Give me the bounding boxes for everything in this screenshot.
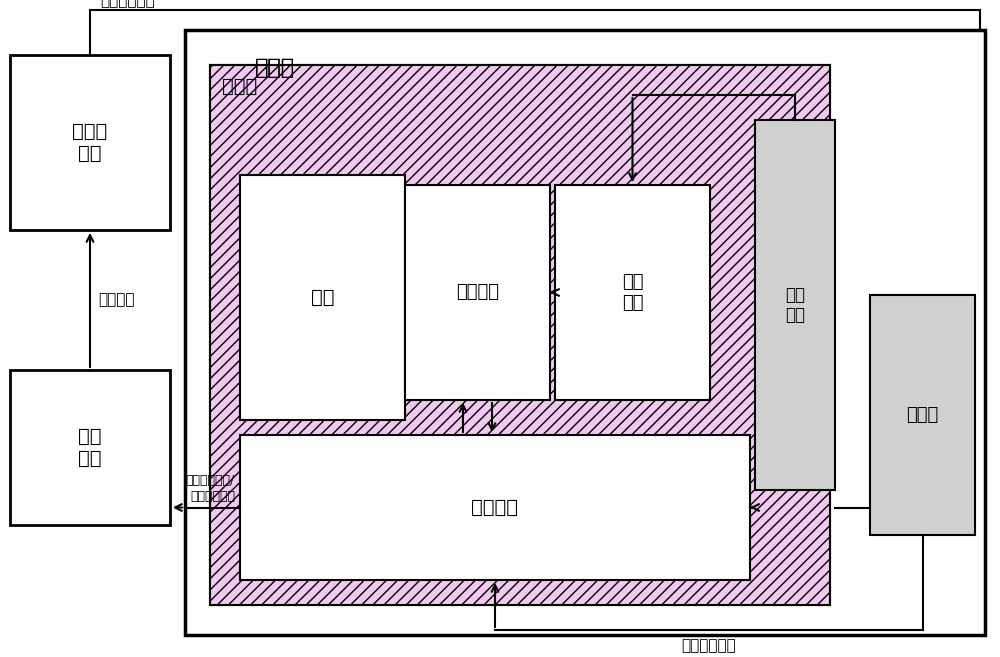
Bar xyxy=(10,55,170,230)
Text: 第三指示信息: 第三指示信息 xyxy=(100,0,155,8)
Bar xyxy=(240,175,405,420)
Text: 第一指示信息: 第一指示信息 xyxy=(681,638,736,653)
Bar xyxy=(240,435,750,580)
Bar xyxy=(185,30,985,635)
Bar xyxy=(10,370,170,525)
Bar xyxy=(755,120,835,490)
Bar xyxy=(405,185,550,400)
Text: 传导
部件: 传导 部件 xyxy=(622,273,643,312)
Text: 锁舌: 锁舌 xyxy=(311,288,334,307)
Text: 电子锁: 电子锁 xyxy=(255,58,295,78)
Text: 受电
部件: 受电 部件 xyxy=(785,286,805,325)
Text: 连接部件: 连接部件 xyxy=(456,284,499,302)
Text: 控制部件: 控制部件 xyxy=(472,498,518,517)
Text: 任务信息: 任务信息 xyxy=(98,292,134,307)
Text: 第二指示信息/
第四指示信息: 第二指示信息/ 第四指示信息 xyxy=(186,474,235,503)
Text: 钥匙端: 钥匙端 xyxy=(906,406,939,424)
Bar xyxy=(210,65,830,605)
Text: 锁芯端: 锁芯端 xyxy=(222,77,257,96)
Bar xyxy=(870,295,975,535)
Bar xyxy=(210,65,830,605)
Text: 主控
制端: 主控 制端 xyxy=(78,427,102,468)
Text: 电子锁: 电子锁 xyxy=(255,58,295,78)
Text: 移动控
制端: 移动控 制端 xyxy=(72,122,108,163)
Bar xyxy=(555,185,710,400)
